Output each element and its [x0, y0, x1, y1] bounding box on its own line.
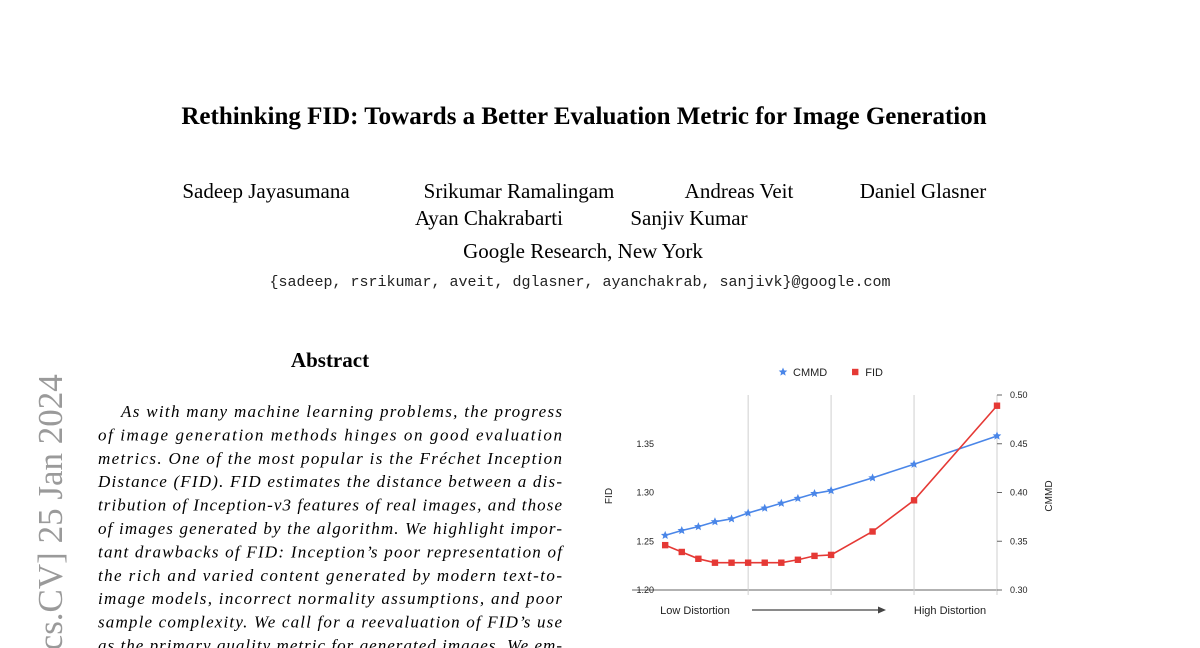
- abstract-line: tribution of Inception-v3 features of re…: [98, 496, 562, 515]
- star-marker: [727, 514, 736, 523]
- arxiv-watermark: [cs.CV] 25 Jan 2024: [31, 374, 70, 648]
- y2-tick-label: 0.40: [1010, 488, 1028, 498]
- square-marker: [827, 551, 835, 559]
- star-marker: [660, 530, 670, 540]
- y2-tick-label: 0.45: [1010, 439, 1028, 449]
- abstract-line: As with many machine learning problems, …: [120, 402, 562, 421]
- square-marker: [811, 552, 818, 560]
- author: Sanjiv Kumar: [630, 206, 747, 230]
- legend-label: FID: [865, 367, 883, 379]
- square-marker: [993, 402, 1001, 409]
- author: Ayan Chakrabarti: [415, 206, 563, 230]
- distortion-arrow-head: [878, 606, 886, 614]
- square-marker: [778, 559, 785, 566]
- author: Daniel Glasner: [860, 179, 987, 203]
- abstract-heading: Abstract: [291, 348, 369, 372]
- legend-label: CMMD: [793, 367, 827, 379]
- square-marker: [794, 556, 802, 563]
- star-marker: [810, 488, 819, 498]
- square-marker: [869, 528, 876, 535]
- star-marker: [826, 486, 836, 495]
- y2-tick-label: 0.30: [1010, 585, 1028, 595]
- abstract-line: the rich and varied content generated by…: [98, 566, 562, 585]
- y2-tick-label: 0.50: [1010, 390, 1028, 400]
- author: Srikumar Ramalingam: [424, 179, 615, 203]
- abstract-line: sample complexity. We call for a reevalu…: [98, 613, 562, 632]
- y-tick-label: 1.20: [636, 585, 654, 595]
- abstract-body: As with many machine learning problems, …: [97, 402, 564, 648]
- square-marker: [744, 559, 752, 566]
- square-marker: [661, 541, 669, 549]
- star-marker: [868, 473, 877, 482]
- legend-marker: [778, 367, 788, 376]
- y2-tick-label: 0.35: [1010, 536, 1028, 546]
- square-marker: [910, 497, 918, 504]
- star-marker: [743, 508, 753, 517]
- y-tick-label: 1.25: [636, 536, 654, 546]
- star-marker: [777, 498, 786, 507]
- star-marker: [694, 522, 703, 531]
- y2-axis-title: CMMD: [1044, 480, 1055, 511]
- legend-marker: [852, 368, 859, 376]
- star-marker: [992, 431, 1002, 440]
- y-tick-label: 1.35: [636, 439, 654, 449]
- email: {sadeep, rsrikumar, aveit, dglasner, aya…: [269, 274, 890, 291]
- abstract-line: of image generation methods hinges on go…: [98, 425, 562, 444]
- star-marker: [793, 493, 803, 502]
- x-annotation: Low Distortion: [660, 605, 730, 617]
- x-annotation: High Distortion: [914, 605, 986, 617]
- square-marker: [761, 559, 768, 566]
- abstract-line: image models, incorrect normality assump…: [98, 589, 562, 608]
- star-marker: [909, 459, 919, 468]
- abstract-line: of images generated by the algorithm. We…: [98, 519, 562, 538]
- abstract-line: metrics. One of the most popular is the …: [98, 449, 562, 468]
- figure-chart: 1.20 1.25 1.30 1.35 0.30 0.35 0.40 0.45 0.50 FID C…: [604, 367, 1055, 617]
- star-marker: [677, 526, 687, 535]
- square-marker: [695, 555, 702, 562]
- affiliation: Google Research, New York: [463, 239, 703, 263]
- abstract-line: tant drawbacks of FID: Inception’s poor …: [98, 542, 564, 561]
- abstract-line: Distance (FID). FID estimates the distan…: [97, 472, 562, 491]
- star-marker: [710, 517, 720, 526]
- square-marker: [711, 559, 719, 566]
- author: Sadeep Jayasumana: [182, 179, 350, 203]
- y-axis-title: FID: [604, 488, 615, 504]
- author: Andreas Veit: [685, 179, 794, 203]
- paper-title: Rethinking FID: Towards a Better Evaluat…: [181, 103, 986, 130]
- y-tick-label: 1.30: [636, 488, 654, 498]
- square-marker: [728, 559, 735, 566]
- square-marker: [678, 548, 685, 556]
- abstract-line: as the primary quality metric for genera…: [98, 636, 562, 648]
- star-marker: [760, 503, 770, 512]
